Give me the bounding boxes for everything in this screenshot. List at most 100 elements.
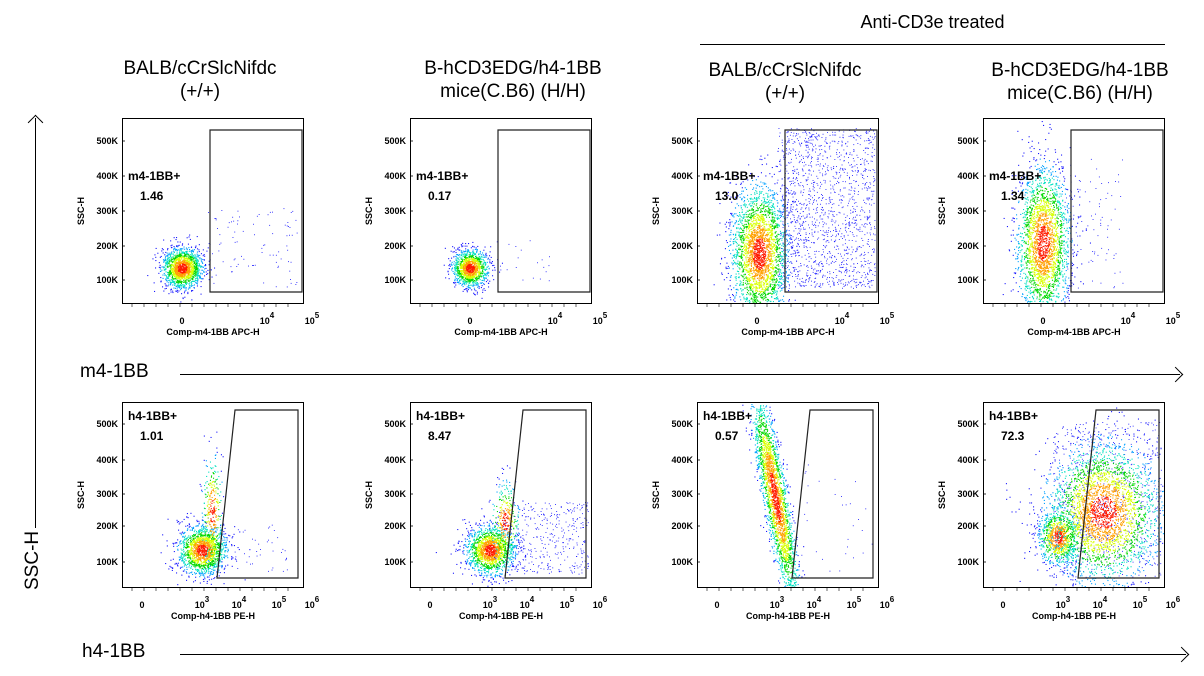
event-dots (147, 208, 298, 303)
x-tick-label: 104 (807, 595, 822, 610)
gate-outline (497, 129, 591, 293)
x-tick-label: 0 (1040, 316, 1045, 326)
x-tick-label: 104 (232, 595, 247, 610)
y-tick-label: 400K (671, 171, 693, 181)
x-tick-exponent: 6 (890, 595, 895, 604)
x-tick-exponent: 4 (558, 311, 563, 320)
gate-outline (216, 409, 299, 579)
gate-outline (504, 409, 587, 579)
event-dots (443, 240, 550, 299)
y-tick-label: 400K (384, 455, 406, 465)
y-tick-label: 300K (671, 206, 693, 216)
flow-plot-m4-1bb-4: m4-1BB+ 1.34 100K 200K 300K 400K 500K SSC-H 0 104… (937, 118, 1181, 337)
x-tick-label: 0 (714, 600, 719, 610)
x-tick-label: 106 (880, 595, 895, 610)
x-tick-exponent: 6 (603, 595, 608, 604)
y-tick-label: 400K (957, 455, 979, 465)
x-tick-exponent: 4 (1131, 311, 1136, 320)
x-tick-label: 105 (305, 311, 320, 326)
event-dots (1002, 121, 1124, 303)
column-header-3-line1: BALB/cCrSlcNifdc (708, 60, 862, 81)
gate-label: m4-1BB+ (989, 169, 1041, 183)
x-tick-exponent: 5 (1176, 311, 1181, 320)
gate-label: h4-1BB+ (703, 409, 752, 423)
y-tick-label: 200K (96, 241, 118, 251)
y-axis-title: SSC-H (364, 197, 374, 225)
y-tick-label: 400K (96, 455, 118, 465)
treatment-bracket-line (700, 44, 1165, 45)
x-tick-label: 103 (195, 595, 210, 610)
x-tick-exponent: 6 (1176, 595, 1181, 604)
gate-label: h4-1BB+ (989, 409, 1038, 423)
x-tick-label: 103 (770, 595, 785, 610)
x-tick-label: 0 (467, 316, 472, 326)
y-tick-label: 200K (671, 521, 693, 531)
m4-1bb-arrow (180, 374, 1180, 375)
flow-plot-m4-1bb-2: m4-1BB+ 0.17 100K 200K 300K 400K 500K SSC-H 0 104… (364, 118, 608, 337)
y-tick-label: 200K (957, 521, 979, 531)
gate-percentage: 1.46 (140, 189, 164, 203)
gate-label: m4-1BB+ (128, 169, 180, 183)
gate-outline (784, 129, 878, 293)
y-tick-label: 200K (384, 521, 406, 531)
flow-plot-h4-1bb-1: h4-1BB+ 1.01 100K 200K 300K 400K 500K SSC-H 0 103… (76, 402, 320, 621)
y-tick-label: 300K (384, 489, 406, 499)
x-tick-label: 105 (847, 595, 862, 610)
y-axis-title: SSC-H (937, 481, 947, 509)
y-tick-label: 400K (957, 171, 979, 181)
x-tick-label: 104 (1121, 311, 1136, 326)
x-axis-title: Comp-h4-1BB PE-H (746, 611, 830, 621)
y-axis-title: SSC-H (76, 197, 86, 225)
x-tick-label: 105 (1133, 595, 1148, 610)
x-tick-label: 106 (305, 595, 320, 610)
x-axis-title: Comp-h4-1BB PE-H (171, 611, 255, 621)
x-tick-exponent: 5 (603, 311, 608, 320)
x-tick-label: 104 (1093, 595, 1108, 610)
flow-plot-h4-1bb-2: h4-1BB+ 8.47 100K 200K 300K 400K 500K SSC-H 0 103… (364, 402, 608, 621)
y-tick-label: 200K (96, 521, 118, 531)
x-axis-title: Comp-h4-1BB PE-H (459, 611, 543, 621)
y-tick-label: 500K (384, 136, 406, 146)
x-tick-label: 0 (1000, 600, 1005, 610)
x-axis-title: Comp-m4-1BB APC-H (741, 327, 834, 337)
column-header-2-line1: B-hCD3EDG/h4-1BB (424, 58, 602, 79)
y-tick-label: 400K (96, 171, 118, 181)
event-dots (435, 465, 589, 587)
x-tick-label: 105 (880, 311, 895, 326)
x-tick-exponent: 3 (780, 595, 785, 604)
plot-frame (983, 118, 1165, 304)
y-tick-label: 300K (96, 206, 118, 216)
y-tick-label: 500K (957, 419, 979, 429)
x-tick-exponent: 4 (845, 311, 850, 320)
x-tick-exponent: 3 (493, 595, 498, 604)
y-tick-label: 500K (957, 136, 979, 146)
event-dots (713, 128, 876, 303)
column-header-2: B-hCD3EDG/h4-1BB mice(C.B6) (H/H) (393, 57, 633, 103)
flow-plot-m4-1bb-1: m4-1BB+ 1.46 100K 200K 300K 400K 500K SSC-H 0 104… (76, 118, 320, 337)
y-tick-label: 100K (957, 557, 979, 567)
y-axis-label-main: SSC-H (22, 530, 43, 590)
treatment-label: Anti-CD3e treated (860, 12, 1005, 32)
x-tick-exponent: 5 (282, 595, 287, 604)
x-tick-exponent: 5 (857, 595, 862, 604)
gate-percentage: 72.3 (1001, 429, 1025, 443)
y-tick-label: 300K (957, 489, 979, 499)
y-tick-label: 500K (96, 136, 118, 146)
x-tick-label: 104 (520, 595, 535, 610)
gate-outline (1070, 129, 1164, 293)
x-tick-exponent: 4 (270, 311, 275, 320)
x-axis-title: Comp-h4-1BB PE-H (1032, 611, 1116, 621)
x-axis-title: Comp-m4-1BB APC-H (1027, 327, 1120, 337)
y-axis-title: SSC-H (364, 481, 374, 509)
y-tick-label: 200K (384, 241, 406, 251)
plot-frame (697, 118, 879, 304)
x-tick-exponent: 4 (530, 595, 535, 604)
flow-plot-m4-1bb-3: m4-1BB+ 13.0 100K 200K 300K 400K 500K SSC-H 0 104… (651, 118, 895, 337)
x-tick-label: 0 (754, 316, 759, 326)
column-header-3-line2: (+/+) (764, 83, 806, 104)
y-tick-label: 500K (384, 419, 406, 429)
x-tick-label: 104 (548, 311, 563, 326)
gate-label: m4-1BB+ (416, 169, 468, 183)
column-header-4-line1: B-hCD3EDG/h4-1BB (991, 60, 1169, 81)
x-tick-label: 105 (272, 595, 287, 610)
